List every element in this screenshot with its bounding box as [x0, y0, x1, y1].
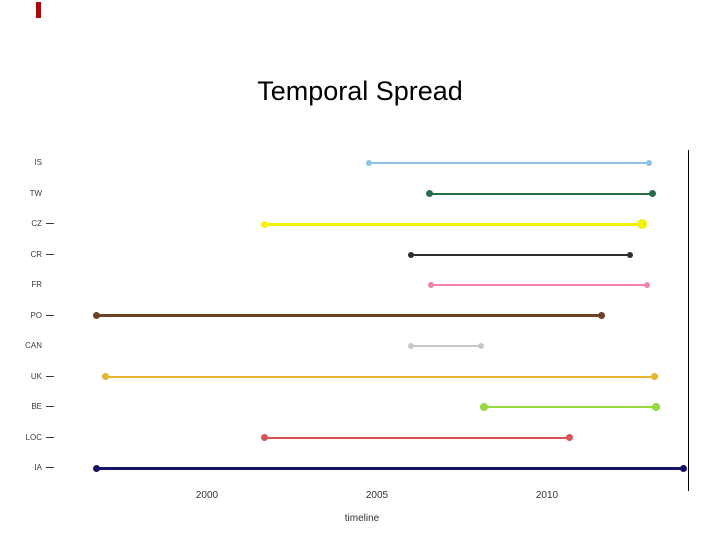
y-label-po: PO [30, 310, 42, 320]
y-label-cr: CR [30, 249, 42, 259]
red-marker [36, 2, 41, 18]
x-axis-label: timeline [344, 513, 380, 524]
y-label-is: IS [34, 158, 42, 167]
y-tick-cz [46, 223, 54, 224]
series-line-be [484, 406, 656, 408]
series-line-loc [264, 436, 570, 439]
series-line-cr [411, 253, 631, 256]
series-dot-is-start [365, 160, 372, 166]
series-line-tw [429, 192, 653, 195]
plot-right-border [688, 150, 689, 491]
series-line-cz [264, 222, 643, 226]
series-dot-cr-start [408, 251, 414, 258]
series-dot-cz-end [637, 219, 648, 229]
y-label-can: CAN [25, 341, 42, 350]
chart-title: Temporal Spread [257, 76, 463, 106]
x-tick-2010: 2010 [535, 490, 559, 501]
series-dot-cr-end [627, 251, 634, 258]
series-dot-cz-start [261, 220, 269, 228]
y-tick-uk [46, 375, 54, 377]
y-label-tw: TW [29, 188, 42, 198]
y-label-be: BE [31, 402, 42, 411]
x-tick-2000: 2000 [195, 490, 219, 501]
series-dot-po-start [93, 312, 100, 319]
series-line-uk [105, 375, 655, 378]
series-dot-uk-end [650, 373, 658, 380]
series-dot-is-end [646, 160, 652, 166]
y-tick-be [46, 406, 54, 407]
y-tick-cr [46, 253, 54, 255]
x-tick-2005: 2005 [365, 490, 389, 501]
y-label-ia: IA [34, 463, 42, 472]
series-dot-fr-start [428, 282, 435, 288]
series-dot-be-end [651, 403, 660, 411]
series-dot-ia-end [679, 464, 687, 472]
y-label-uk: UK [30, 371, 42, 381]
series-dot-tw-end [648, 190, 656, 197]
series-dot-can-end [477, 343, 484, 349]
y-label-fr: FR [31, 280, 42, 289]
y-tick-po [46, 314, 54, 316]
series-dot-loc-end [565, 434, 573, 441]
y-tick-loc [46, 436, 54, 438]
series-line-ia [96, 466, 683, 470]
series-dot-fr-end [644, 282, 651, 288]
y-label-loc: LOC [25, 432, 42, 442]
series-dot-tw-start [426, 190, 434, 197]
y-label-cz: CZ [31, 219, 42, 228]
series-line-po [96, 314, 602, 317]
series-line-can [411, 345, 481, 347]
series-dot-be-start [480, 403, 489, 411]
series-dot-can-start [408, 343, 414, 349]
series-line-fr [431, 284, 648, 286]
series-dot-po-end [597, 312, 605, 319]
series-dot-ia-start [93, 464, 100, 472]
series-dot-loc-start [261, 434, 269, 441]
y-tick-ia [46, 467, 54, 468]
series-line-is [368, 162, 649, 164]
series-dot-uk-start [101, 373, 109, 380]
